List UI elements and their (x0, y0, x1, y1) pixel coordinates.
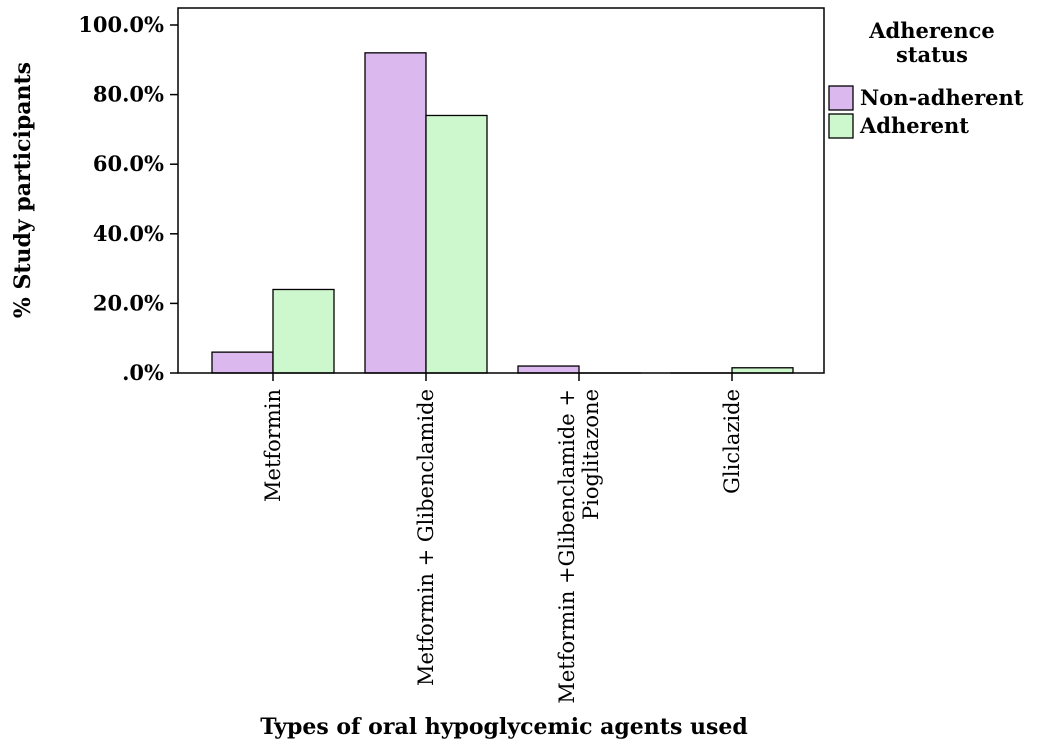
x-category-label: Metformin +Glibenclamide + (555, 389, 579, 704)
y-tick-label: 80.0% (93, 82, 164, 107)
y-tick-label: 40.0% (93, 221, 164, 246)
bar-adherent-3 (732, 368, 793, 373)
legend-entry-label: Non-adherent (860, 85, 1024, 110)
y-tick-label: .0% (122, 360, 164, 385)
y-tick-label: 60.0% (93, 151, 164, 176)
y-tick-label: 100.0% (78, 12, 164, 37)
y-tick-label: 20.0% (93, 290, 164, 315)
legend-title: Adherence (868, 18, 994, 43)
legend-title: status (896, 42, 968, 67)
bar-adherent-1 (426, 115, 487, 373)
x-category-label: Pioglitazone (579, 389, 603, 520)
x-category-label: Gliclazide (720, 389, 744, 494)
bar-non-adherent-1 (365, 53, 426, 373)
bar-non-adherent-0 (212, 352, 273, 373)
legend-swatch (829, 114, 853, 138)
bar-non-adherent-2 (518, 366, 579, 373)
bars-layer (212, 53, 793, 373)
legend-entry-label: Adherent (859, 113, 969, 138)
x-axis-title: Types of oral hypoglycemic agents used (260, 714, 748, 740)
legend-swatch (829, 86, 853, 110)
bar-adherent-0 (273, 289, 334, 373)
y-axis-title: % Study participants (10, 62, 36, 318)
x-category-label: Metformin (261, 389, 285, 502)
x-category-label: Metformin + Glibenclamide (414, 389, 438, 686)
